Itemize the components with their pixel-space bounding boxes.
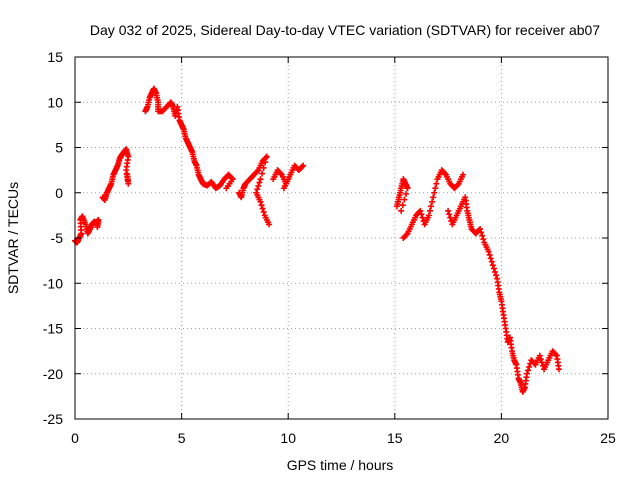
data-point bbox=[538, 359, 545, 366]
data-point bbox=[487, 255, 494, 262]
x-tick-label: 10 bbox=[280, 430, 296, 446]
data-point bbox=[486, 251, 493, 258]
data-point bbox=[454, 181, 461, 188]
data-point bbox=[404, 185, 411, 192]
x-tick-label: 5 bbox=[178, 430, 186, 446]
series-1 bbox=[72, 85, 307, 246]
data-point bbox=[419, 214, 426, 221]
data-point bbox=[124, 171, 131, 178]
data-point bbox=[490, 265, 497, 272]
y-tick-label: -5 bbox=[51, 230, 64, 246]
data-point bbox=[94, 224, 101, 231]
data-point bbox=[552, 351, 559, 358]
data-point bbox=[223, 185, 230, 192]
data-point bbox=[403, 231, 410, 238]
data-point bbox=[425, 212, 432, 219]
x-tick-label: 15 bbox=[387, 430, 403, 446]
data-point bbox=[430, 194, 437, 201]
data-point bbox=[536, 352, 543, 359]
data-point bbox=[262, 159, 269, 166]
data-point bbox=[259, 170, 266, 177]
data-point bbox=[398, 207, 405, 214]
y-axis-label: SDTVAR / TECUs bbox=[5, 182, 21, 294]
data-point bbox=[254, 186, 261, 193]
data-point bbox=[485, 248, 492, 255]
data-point bbox=[402, 190, 409, 197]
plot-area-frame bbox=[74, 56, 609, 420]
data-point bbox=[525, 367, 532, 374]
data-point bbox=[401, 196, 408, 203]
y-tick-label: -10 bbox=[43, 275, 63, 291]
data-point bbox=[447, 214, 454, 221]
data-point bbox=[489, 262, 496, 269]
data-point bbox=[479, 232, 486, 239]
data-point bbox=[257, 198, 264, 205]
data-point bbox=[478, 229, 485, 236]
y-tick-label: -25 bbox=[43, 411, 63, 427]
data-point bbox=[446, 211, 453, 218]
y-tick-label: 15 bbox=[47, 49, 63, 65]
data-point bbox=[445, 207, 452, 214]
data-point bbox=[433, 180, 440, 187]
data-point bbox=[417, 207, 424, 214]
data-point bbox=[299, 163, 306, 170]
data-point bbox=[426, 207, 433, 214]
data-point bbox=[300, 162, 307, 169]
x-tick-label: 20 bbox=[494, 430, 510, 446]
data-point bbox=[537, 356, 544, 363]
data-point bbox=[399, 202, 406, 209]
chart-title: Day 032 of 2025, Sidereal Day-to-day VTE… bbox=[90, 22, 600, 38]
data-point bbox=[431, 189, 438, 196]
data-point bbox=[260, 208, 267, 215]
data-point bbox=[254, 168, 261, 175]
x-axis-label: GPS time / hours bbox=[287, 457, 394, 473]
y-tick-label: -15 bbox=[43, 321, 63, 337]
data-point bbox=[460, 171, 467, 178]
x-tick-label: 25 bbox=[600, 430, 616, 446]
data-point bbox=[277, 170, 284, 177]
data-point bbox=[418, 211, 425, 218]
grid bbox=[75, 57, 608, 419]
data-point bbox=[260, 164, 267, 171]
data-point bbox=[523, 370, 530, 377]
data-point bbox=[488, 258, 495, 265]
data-point bbox=[255, 182, 262, 189]
data-point bbox=[257, 176, 264, 183]
data-point bbox=[256, 179, 263, 186]
data-point bbox=[432, 185, 439, 192]
data-point bbox=[258, 202, 265, 209]
data-point bbox=[477, 225, 484, 232]
y-tick-label: -20 bbox=[43, 366, 63, 382]
data-point bbox=[428, 203, 435, 210]
y-tick-label: 10 bbox=[47, 94, 63, 110]
data-point bbox=[492, 268, 499, 275]
data-point bbox=[263, 153, 270, 160]
axis-ticks: 0 5 10 15 20 25 -25 -20 -15 -10 -5 0 5 10 15 bbox=[43, 49, 616, 446]
data-point bbox=[555, 366, 562, 373]
data-point bbox=[259, 205, 266, 212]
y-tick-label: 0 bbox=[55, 185, 63, 201]
x-tick-label: 0 bbox=[71, 430, 79, 446]
data-point bbox=[441, 170, 448, 177]
data-point bbox=[266, 221, 273, 228]
series-2 bbox=[393, 167, 562, 395]
data-point bbox=[493, 272, 500, 279]
data-series bbox=[72, 85, 562, 395]
y-tick-label: 5 bbox=[55, 140, 63, 156]
data-point bbox=[280, 185, 287, 192]
data-point bbox=[526, 363, 533, 370]
data-point bbox=[480, 236, 487, 243]
data-point bbox=[429, 198, 436, 205]
